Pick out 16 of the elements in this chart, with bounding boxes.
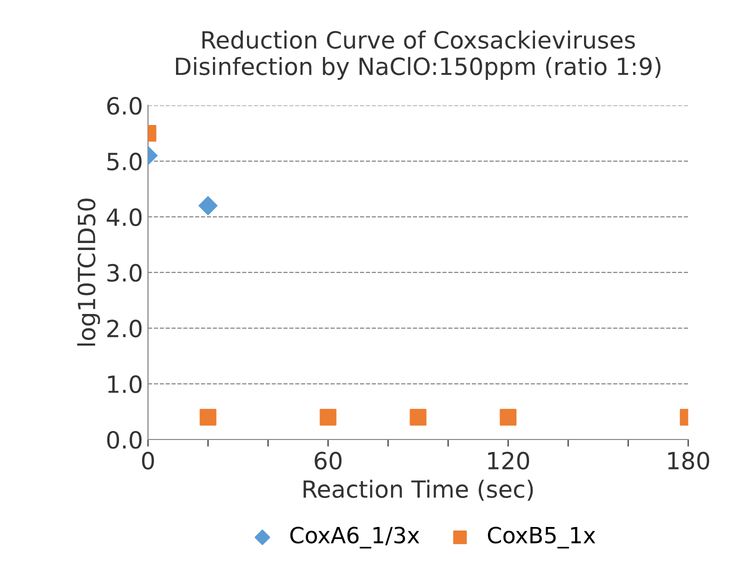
y-tick-label: 5.0 <box>107 152 142 170</box>
x-tick-label: 120 <box>488 452 530 470</box>
y-tick-label: 2.0 <box>107 320 142 338</box>
y-tick-label: 0.0 <box>107 430 142 449</box>
x-tick-label: 60 <box>314 452 342 470</box>
chart-title: Reduction Curve of Coxsackieviruses Disinfection by NaClO:150ppm (ratio 1:9) <box>176 30 660 80</box>
y-tick-label: 3.0 <box>107 264 142 282</box>
y-axis-title: log10TCID50 <box>77 198 100 346</box>
y-tick-label: 1.0 <box>108 375 142 394</box>
x-axis-title: Reaction Time (sec) <box>304 480 533 501</box>
y-tick-label: 4.0 <box>106 208 142 226</box>
y-tick-label: 6.0 <box>107 96 142 115</box>
x-tick-label: 0 <box>142 452 154 470</box>
legend-label: CoxB5_1x <box>488 526 596 548</box>
x-tick-label: 180 <box>668 452 710 470</box>
legend-label: CoxA6_1/3x <box>290 526 420 548</box>
